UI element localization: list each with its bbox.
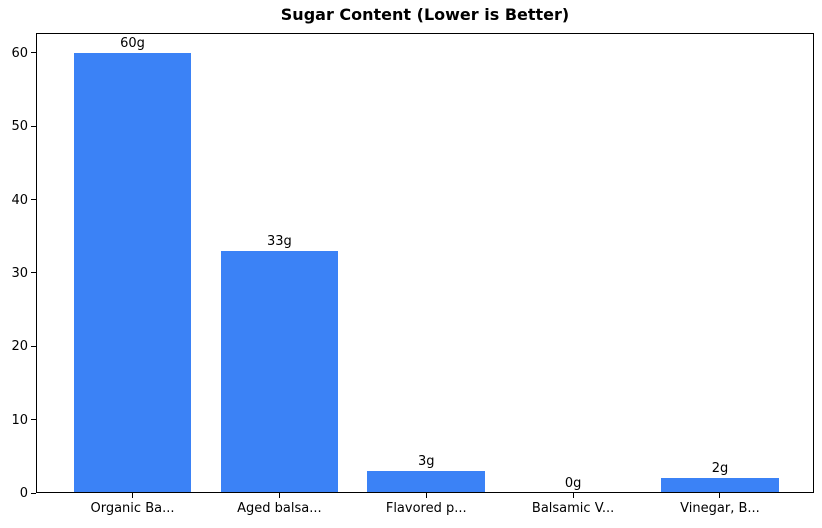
- x-tick-mark: [131, 493, 133, 498]
- y-tick-label: 0: [19, 486, 28, 501]
- y-tick-label: 20: [11, 339, 28, 355]
- bar: [367, 471, 485, 493]
- x-tick-label: Vinegar, B...: [680, 501, 760, 516]
- bar: [220, 250, 339, 493]
- x-tick-mark: [425, 493, 427, 498]
- y-tick-mark: [31, 419, 36, 421]
- bar-value-label: 3g: [417, 454, 435, 469]
- bar-value-label: 2g: [711, 461, 729, 477]
- y-tick-mark: [31, 272, 36, 274]
- y-tick-label: 50: [11, 119, 28, 135]
- y-tick-mark: [31, 199, 36, 201]
- bar: [73, 52, 192, 493]
- y-tick-label: 40: [11, 192, 28, 208]
- y-tick-mark: [31, 125, 36, 127]
- y-tick-mark: [31, 52, 36, 54]
- x-tick-label: Organic Ba...: [90, 501, 175, 516]
- y-tick-label: 30: [11, 265, 28, 281]
- x-tick-label: Flavored p...: [385, 501, 467, 516]
- chart-title: Sugar Content (Lower is Better): [280, 5, 570, 24]
- bar-value-label: 60g: [120, 35, 145, 51]
- y-tick-label: 60: [11, 45, 28, 61]
- bar-value-label: 33g: [266, 233, 292, 249]
- x-tick-mark: [278, 493, 280, 498]
- x-tick-mark: [719, 493, 721, 498]
- x-tick-mark: [572, 493, 574, 498]
- y-tick-mark: [31, 345, 36, 347]
- x-tick-label: Balsamic V...: [531, 501, 615, 516]
- y-tick-label: 10: [11, 412, 28, 428]
- plot-area: 60g 33g 3g 0g 2g: [36, 33, 814, 493]
- bar: [661, 478, 779, 493]
- bar-value-label: 0g: [564, 476, 582, 491]
- y-tick-mark: [31, 492, 36, 494]
- x-tick-label: Aged balsa...: [237, 501, 322, 516]
